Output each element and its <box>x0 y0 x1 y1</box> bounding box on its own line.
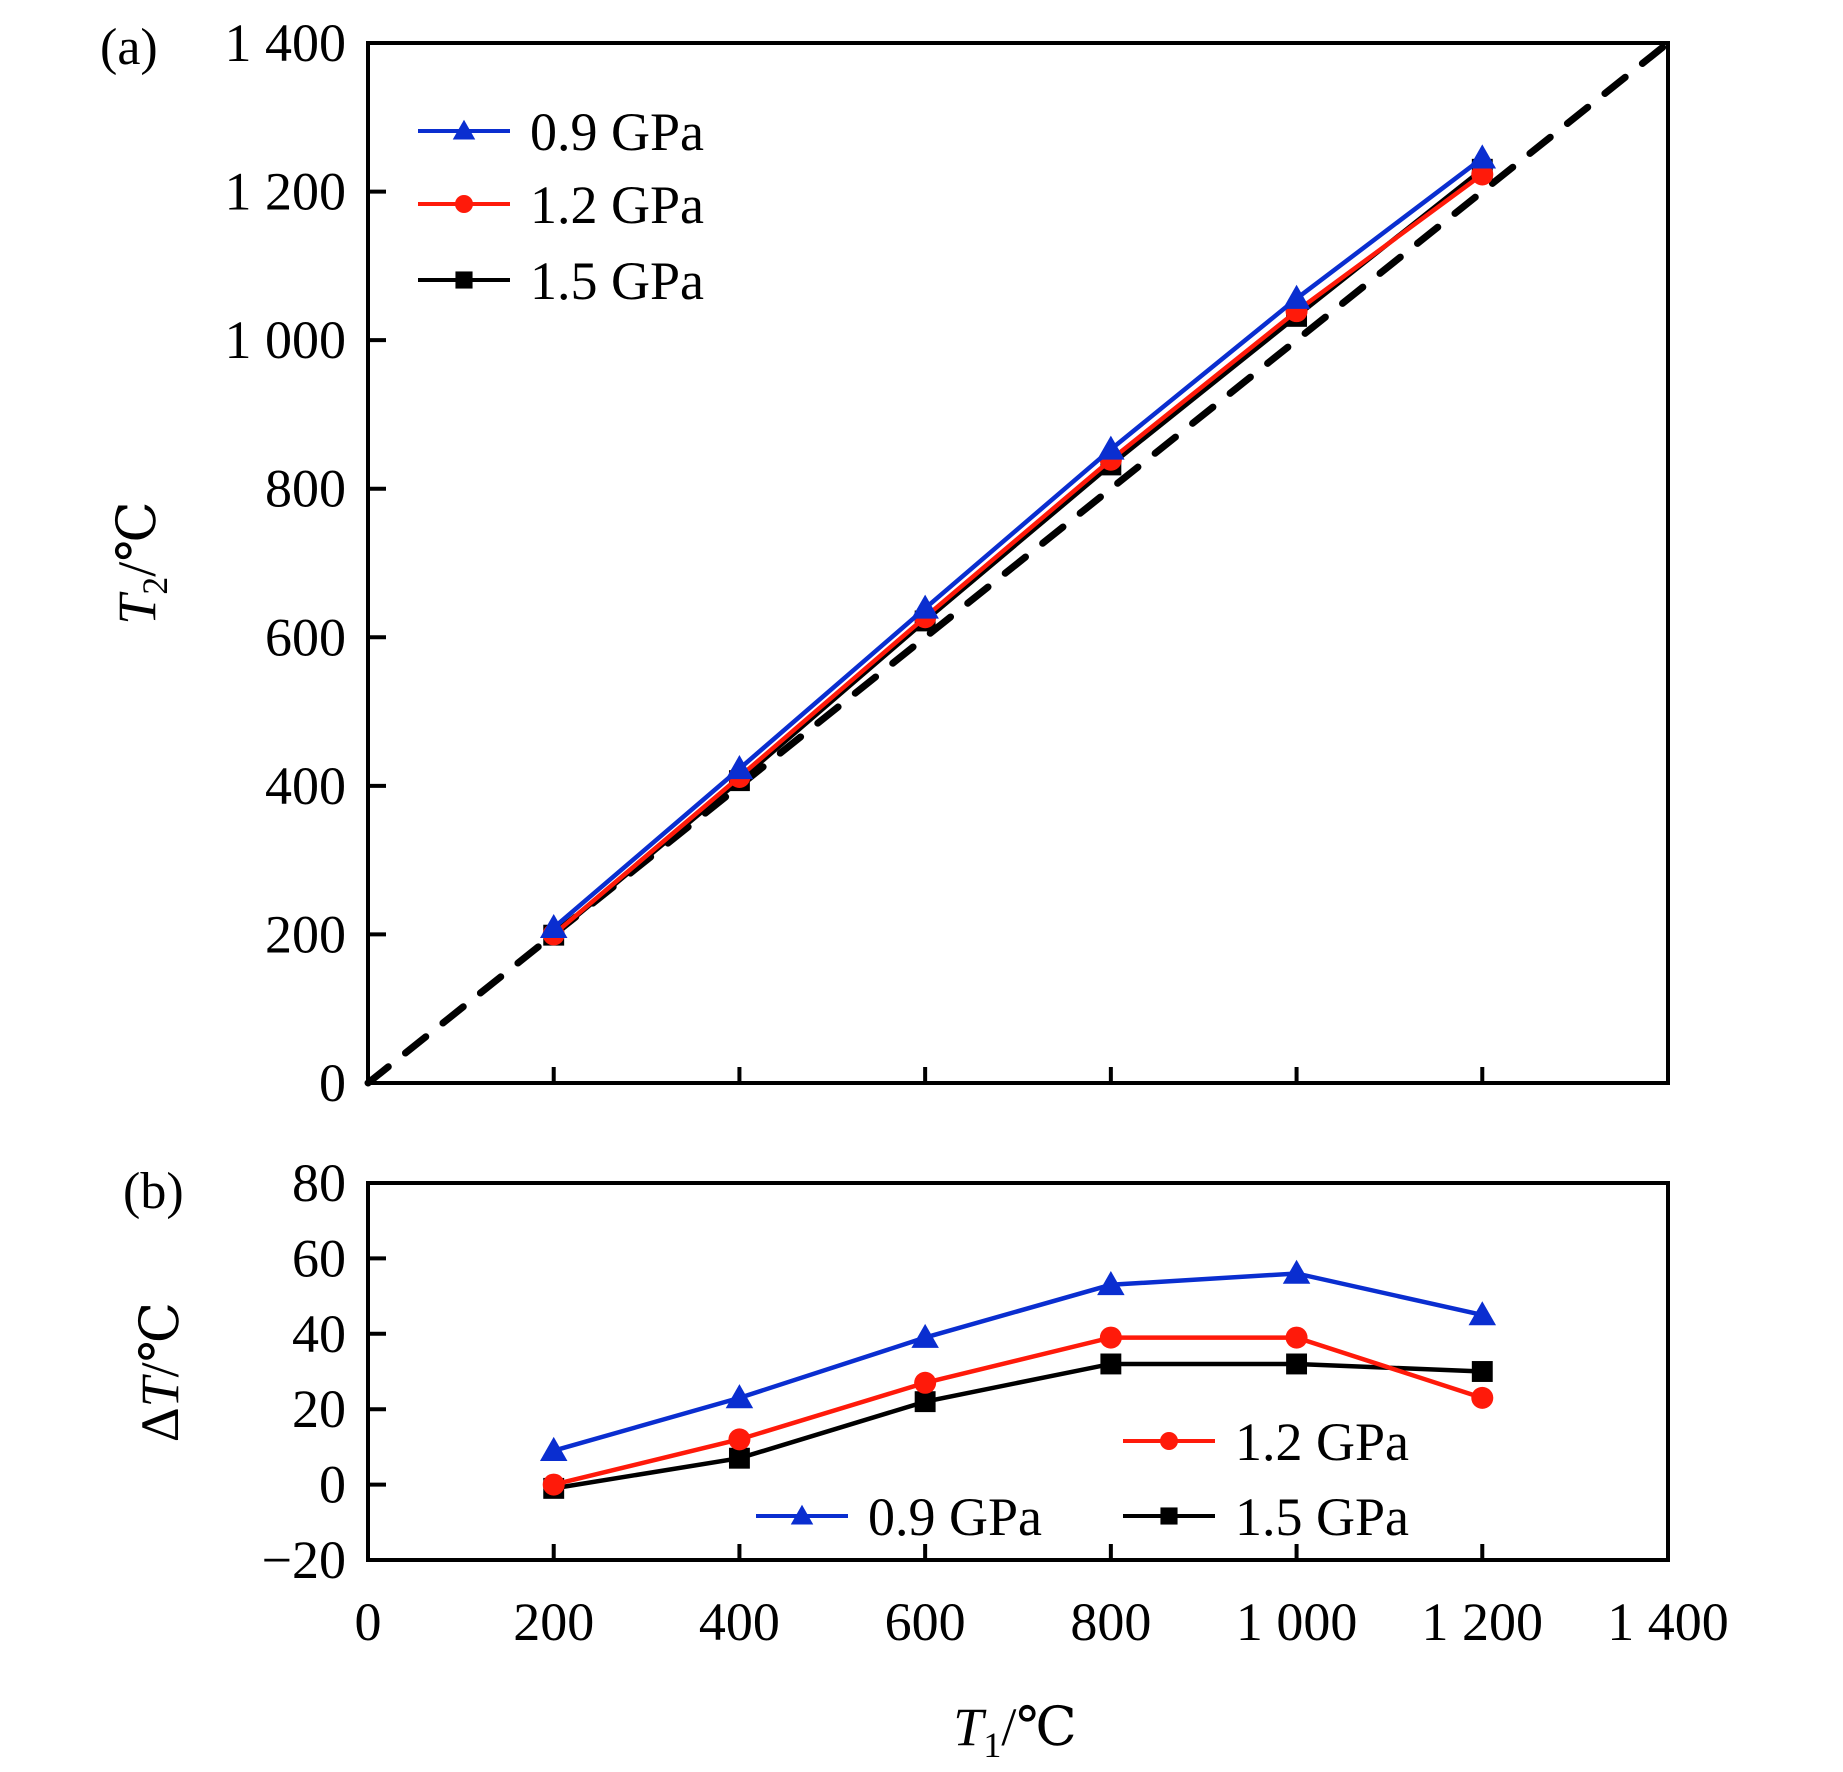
series-line-1-5-GPa <box>553 1361 1483 1491</box>
legend-label: 0.9 GPa <box>530 102 704 162</box>
data-point <box>539 1436 568 1461</box>
plot-frame <box>366 1181 1670 1562</box>
legend-label: 1.2 GPa <box>530 175 704 235</box>
data-point <box>1097 1271 1125 1296</box>
x-axis-title-var: T <box>953 1697 987 1757</box>
y-axis-title: ΔT/℃ <box>130 1302 190 1442</box>
data-point <box>725 755 754 780</box>
series-line-1-2-GPa <box>552 172 1484 937</box>
x-tick-label: 0 <box>355 1592 382 1652</box>
data-point <box>1468 1301 1497 1326</box>
legend-label: 1.5 GPa <box>1235 1487 1409 1547</box>
panel-label: (a) <box>100 19 158 76</box>
legend-marker <box>452 119 476 140</box>
reference-line-y-equals-x <box>364 39 1672 1087</box>
y-tick-label: 1 400 <box>225 13 347 73</box>
data-point <box>1471 163 1494 186</box>
legend-item: 1.5 GPa <box>418 251 704 311</box>
y-axis-title-unit: /℃ <box>107 501 167 576</box>
legend-label: 0.9 GPa <box>868 1487 1042 1547</box>
legend-marker <box>455 195 473 213</box>
data-point <box>1282 284 1311 309</box>
y-axis-title-sub: 2 <box>135 577 175 595</box>
x-tick-label: 400 <box>699 1592 780 1652</box>
y-tick-label: 60 <box>292 1228 346 1288</box>
legend-label: 1.5 GPa <box>530 251 704 311</box>
y-tick-label: 200 <box>265 904 346 964</box>
data-point <box>725 1384 754 1409</box>
x-tick-label: 800 <box>1070 1592 1151 1652</box>
plot-frame <box>366 41 1670 1085</box>
data-point <box>1286 1353 1308 1375</box>
data-point <box>728 1428 751 1451</box>
x-tick-label: 1 200 <box>1422 1592 1544 1652</box>
x-tick-label: 1 400 <box>1607 1592 1729 1652</box>
y-tick-label: 40 <box>292 1304 346 1364</box>
y-axis-title: T2/℃ <box>107 501 175 624</box>
data-point <box>1100 1353 1122 1375</box>
y-tick-label: 800 <box>265 459 346 519</box>
y-tick-label: 80 <box>292 1153 346 1213</box>
y-tick-label: 0 <box>319 1455 346 1515</box>
y-tick-label: 1 000 <box>225 310 347 370</box>
x-axis: 0 200 400 600 800 1 000 1 200 1 400 T1/℃ <box>355 1592 1729 1765</box>
y-axis-title-unit: /℃ <box>130 1302 190 1377</box>
x-tick-label: 600 <box>885 1592 966 1652</box>
data-point <box>911 594 939 619</box>
data-point <box>728 1447 750 1469</box>
data-point <box>542 1473 565 1496</box>
legend-item: 0.9 GPa <box>418 102 704 162</box>
y-axis-title-prefix: Δ <box>130 1407 190 1442</box>
series-line-0-9-GPa <box>552 156 1484 930</box>
legend-marker <box>1160 1432 1178 1450</box>
data-point <box>1099 1326 1122 1349</box>
series-line-1-2-GPa <box>553 1335 1483 1487</box>
x-axis-title-unit: /℃ <box>1001 1697 1076 1757</box>
data-point <box>1471 1386 1494 1409</box>
panel-a: 0 200 400 600 800 1 000 1 200 1 400 (a) T2/℃ 0.9 G… <box>100 13 1672 1113</box>
legend-marker <box>1160 1507 1178 1525</box>
legend-item: 1.5 GPa <box>1123 1487 1409 1547</box>
data-point <box>914 1371 937 1394</box>
data-point <box>1471 1361 1493 1382</box>
data-point <box>539 913 568 939</box>
y-tick-label: 600 <box>265 607 346 667</box>
x-axis-title-sub: 1 <box>983 1725 1001 1765</box>
y-tick-label: 0 <box>319 1053 346 1113</box>
y-tick-label: 20 <box>292 1379 346 1439</box>
data-point <box>1285 1326 1308 1349</box>
legend-item: 1.2 GPa <box>1123 1412 1409 1472</box>
data-point <box>914 1391 936 1413</box>
legend-item: 0.9 GPa <box>756 1487 1042 1547</box>
x-tick-label: 1 000 <box>1236 1592 1358 1652</box>
data-point <box>1097 435 1125 460</box>
series-line-0-9-GPa <box>553 1271 1483 1453</box>
series-line-1-5-GPa <box>552 167 1484 937</box>
data-point <box>911 1323 939 1348</box>
legend-marker <box>455 271 473 289</box>
legend-marker <box>790 1504 814 1525</box>
y-tick-label: 1 200 <box>225 162 347 222</box>
panel-b: −20 0 20 40 60 80 (b) ΔT/℃ 1.2 GPa 0.9 GPa 1.5 GPa <box>123 1153 1670 1590</box>
data-point <box>1282 1259 1311 1284</box>
data-point <box>1468 144 1497 169</box>
y-tick-label: −20 <box>262 1530 346 1590</box>
legend-label: 1.2 GPa <box>1235 1412 1409 1472</box>
panel-label: (b) <box>123 1163 184 1220</box>
y-axis-title-var: T <box>130 1373 190 1407</box>
y-tick-label: 400 <box>265 756 346 816</box>
legend-item: 1.2 GPa <box>418 175 704 235</box>
x-tick-label: 200 <box>513 1592 594 1652</box>
x-axis-title: T1/℃ <box>953 1697 1076 1765</box>
y-axis-title-var: T <box>107 591 167 625</box>
